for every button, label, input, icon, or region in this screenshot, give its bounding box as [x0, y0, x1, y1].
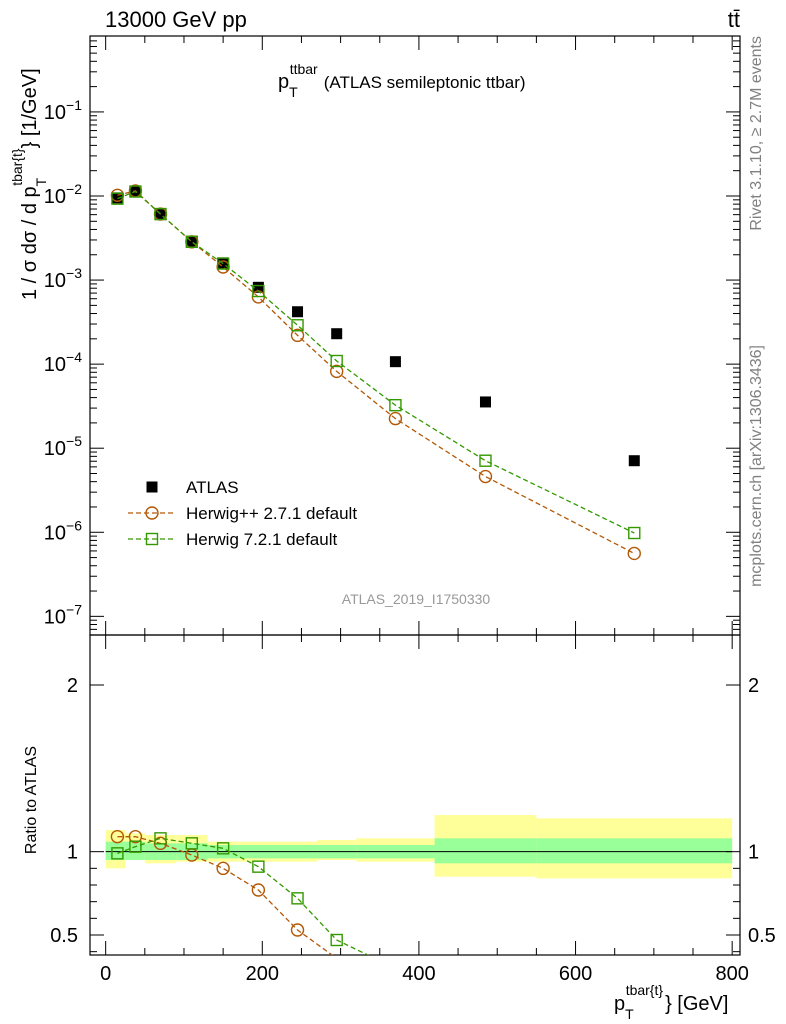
ratio-point [291, 892, 304, 905]
legend-marker [145, 506, 159, 520]
y-tick-label: 10−7 [44, 601, 82, 628]
ratio-point [111, 847, 124, 860]
ratio-frame [89, 634, 741, 956]
data-point [331, 328, 343, 340]
data-point [185, 235, 199, 249]
ratio-ticks [90, 635, 740, 955]
data-point [129, 185, 142, 198]
rivet-label: Rivet 3.1.10, ≥ 2.7M events [748, 36, 765, 231]
ratio-point [129, 840, 142, 853]
x-tick-label: 0 [100, 963, 111, 985]
ratio-y-tick-label: 1 [67, 842, 78, 864]
x-tick-label: 400 [402, 963, 435, 985]
main-y-tick-labels: 10−1 10−2 10−3 10−4 10−5 10−6 10−7 [44, 97, 82, 628]
ratio-y-tick-label: 2 [67, 675, 78, 697]
y-tick-label: 10−4 [44, 349, 82, 376]
y-tick-label: 10−2 [44, 181, 82, 208]
process-label: tt̄ [728, 7, 740, 32]
y-tick-label: 10−5 [44, 433, 82, 460]
y-tick-label: 10−6 [44, 517, 82, 544]
data-point [290, 328, 305, 343]
ratio-series [110, 829, 370, 955]
ratio-point [216, 861, 230, 876]
data-point [111, 192, 123, 204]
data-point [389, 398, 402, 412]
data-point [330, 354, 343, 368]
data-point [186, 235, 198, 247]
x-tick-label: 600 [559, 963, 592, 985]
ratio-point [330, 933, 343, 947]
ratio-point [185, 837, 199, 850]
green-band [536, 838, 733, 864]
ratio-uncertainty-bands [105, 815, 733, 879]
data-point [291, 319, 304, 332]
ratio-panel [89, 634, 741, 956]
data-point [627, 546, 641, 561]
ratio-y-axis-label: Ratio to ATLAS [23, 746, 40, 854]
ratio-point [252, 860, 265, 873]
main-y-axis-label: 1 / σ dσ / d pTtbar{t}} [1/GeV] [9, 68, 49, 300]
ratio-line [117, 837, 370, 955]
x-tick-label: 200 [246, 963, 279, 985]
legend-marker [145, 532, 159, 546]
ratio-point [154, 832, 167, 845]
x-axis-label: pTtbar{t}} [GeV] [614, 982, 728, 1022]
energy-label: 13000 GeV pp [105, 7, 247, 32]
data-point [478, 469, 493, 484]
data-point [216, 257, 230, 270]
legend-marker [146, 481, 158, 493]
data-point [154, 209, 166, 221]
legend-label: Herwig 7.2.1 default [186, 530, 337, 549]
data-point [389, 356, 401, 368]
data-point [292, 306, 304, 318]
data-point [628, 526, 641, 540]
ratio-point [110, 829, 125, 844]
data-point [252, 284, 265, 298]
plot-title: pTttbar(ATLAS semileptonic ttbar) [278, 61, 526, 100]
legend-label: ATLAS [186, 478, 239, 497]
ratio-y-tick-label: 0.5 [748, 925, 776, 947]
main-y-ticks [90, 35, 740, 636]
data-point [479, 454, 492, 467]
ratio-y-tick-label: 2 [748, 675, 759, 697]
data-point [111, 192, 124, 205]
data-point [388, 411, 403, 426]
green-band [105, 841, 126, 860]
ratio-point [128, 829, 143, 844]
ratio-point [251, 883, 266, 897]
data-point [329, 364, 344, 379]
analysis-watermark: ATLAS_2019_I1750330 [342, 591, 491, 607]
mcplots-label: mcplots.cern.ch [arXiv:1306.3436] [748, 345, 765, 587]
data-point [628, 455, 640, 467]
ratio-y-tick-label: 0.5 [50, 925, 78, 947]
data-point [154, 207, 167, 221]
series-line [117, 190, 635, 534]
data-point [252, 281, 264, 293]
legend: ATLAS Herwig++ 2.7.1 default Herwig 7.2.1 … [128, 478, 357, 549]
ratio-point [290, 923, 305, 937]
main-series [110, 184, 641, 561]
y-tick-label: 10−1 [44, 97, 82, 124]
legend-label: Herwig++ 2.7.1 default [186, 504, 357, 523]
ratio-tick-labels: 0.5 0.5 1 1 2 2 0 200 400 600 800 [50, 675, 776, 985]
x-tick-label: 800 [715, 963, 748, 985]
ratio-y-tick-label: 1 [748, 842, 759, 864]
data-point [479, 396, 491, 408]
y-tick-label: 10−3 [44, 265, 82, 292]
ratio-point [216, 842, 230, 855]
green-band [434, 838, 537, 864]
